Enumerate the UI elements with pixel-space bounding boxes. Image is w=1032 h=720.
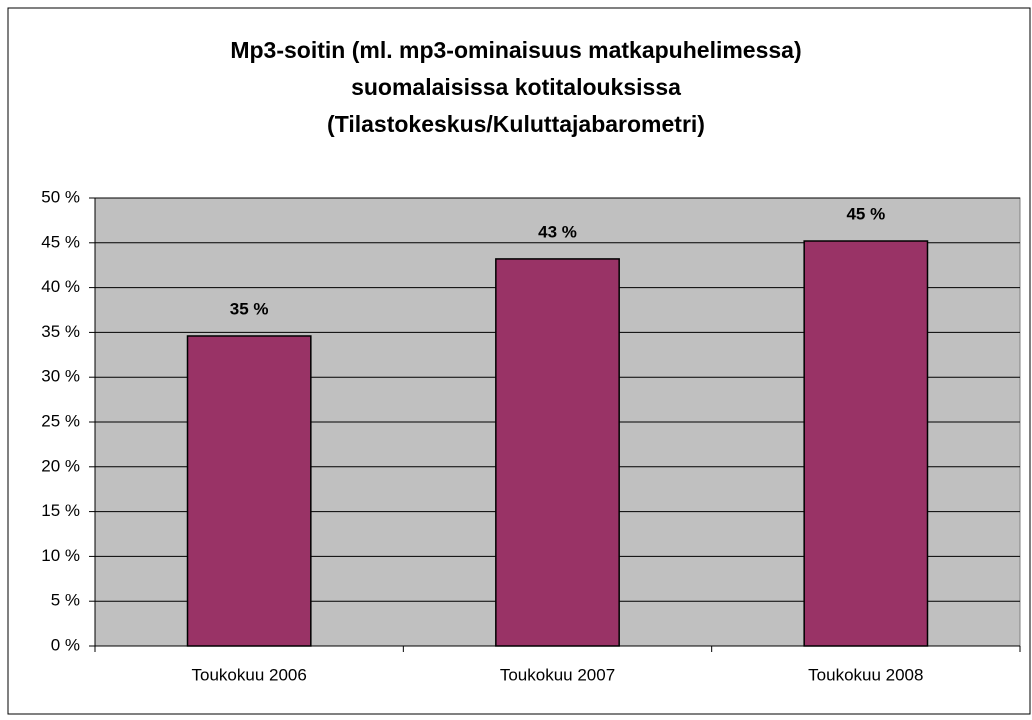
value-label: 43 % [538, 222, 577, 241]
y-tick-label: 25 % [41, 411, 80, 430]
y-tick-label: 50 % [41, 187, 80, 206]
y-tick-label: 45 % [41, 232, 80, 251]
y-tick-label: 30 % [41, 367, 80, 386]
y-tick-label: 0 % [51, 635, 80, 654]
value-label: 35 % [230, 299, 269, 318]
y-tick-label: 20 % [41, 456, 80, 475]
y-tick-label: 5 % [51, 591, 80, 610]
x-tick-label: Toukokuu 2006 [192, 665, 307, 684]
chart-title: Mp3-soitin (ml. mp3-ominaisuus matkapuhe… [230, 37, 801, 63]
y-tick-label: 40 % [41, 277, 80, 296]
y-tick-label: 15 % [41, 501, 80, 520]
bar [186, 335, 312, 647]
x-tick-label: Toukokuu 2007 [500, 665, 615, 684]
chart-title: suomalaisissa kotitalouksissa [351, 74, 681, 100]
y-tick-label: 35 % [41, 322, 80, 341]
bar [495, 258, 620, 647]
bar [803, 240, 929, 647]
y-tick-label: 10 % [41, 546, 80, 565]
value-label: 45 % [846, 204, 885, 223]
x-tick-label: Toukokuu 2008 [808, 665, 923, 684]
chart-title: (Tilastokeskus/Kuluttajabarometri) [327, 111, 705, 137]
